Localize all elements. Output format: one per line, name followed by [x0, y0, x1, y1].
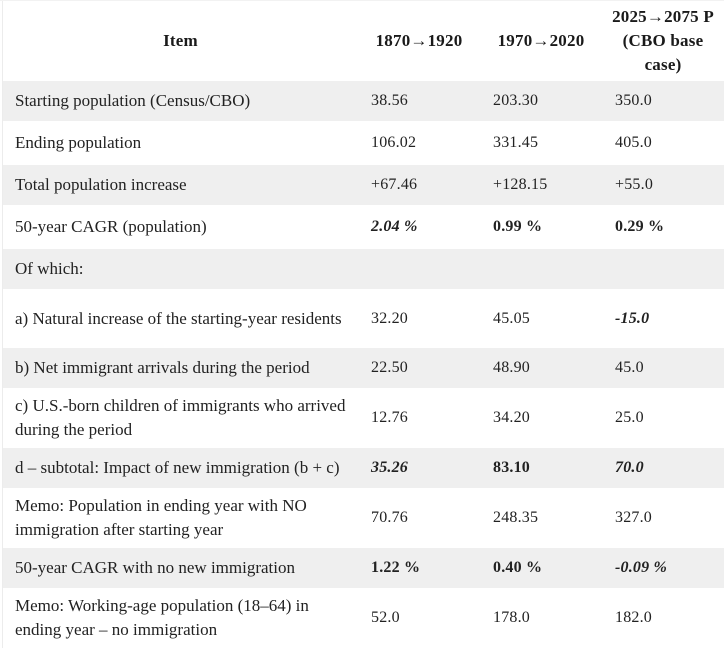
row-label: Memo: Population in ending year with NO …	[15, 496, 307, 539]
row-label: Ending population	[15, 133, 142, 152]
cell-value: 350.0	[615, 92, 652, 109]
population-table: Item 1870→1920 1970→2020 2025→2075 P (CB…	[2, 1, 724, 648]
cell-value: 203.30	[493, 92, 539, 109]
cell-value: 1.22 %	[371, 559, 421, 576]
cell-value: 2.04 %	[371, 218, 418, 235]
cell-value: +128.15	[493, 176, 548, 193]
row-label: Memo: Working-age population (18–64) in …	[15, 596, 309, 639]
cell-value: 0.29 %	[615, 218, 665, 235]
cell-value: -0.09 %	[615, 559, 668, 576]
column-header-item: Item	[163, 31, 198, 50]
cell-value: 52.0	[371, 609, 400, 626]
row-label: Total population increase	[15, 175, 187, 194]
row-label: d – subtotal: Impact of new immigration …	[15, 458, 340, 477]
column-header-1970-2020: 1970→2020	[497, 31, 585, 50]
cell-value: 405.0	[615, 134, 652, 151]
table-row-memo-working-age: Memo: Working-age population (18–64) in …	[3, 590, 724, 648]
cell-value	[480, 265, 602, 273]
table-row-starting-population: Starting population (Census/CBO) 38.56 2…	[3, 81, 724, 123]
cell-value: 45.0	[615, 359, 644, 376]
cell-value: 35.26	[371, 459, 408, 476]
table-row-subtotal-new-immigration: d – subtotal: Impact of new immigration …	[3, 448, 724, 490]
cell-value: -15.0	[615, 309, 650, 327]
cell-value: 178.0	[493, 609, 530, 626]
column-header-2025-2075: 2025→2075 P (CBO base case)	[612, 7, 714, 74]
cell-value: 70.76	[371, 509, 408, 526]
cell-value: 22.50	[371, 359, 408, 376]
cell-value	[358, 265, 480, 273]
row-label: b) Net immigrant arrivals during the per…	[15, 358, 310, 377]
table-row-net-immigrant-arrivals: b) Net immigrant arrivals during the per…	[3, 348, 724, 390]
cell-value: 0.99 %	[493, 218, 543, 235]
cell-value: 182.0	[615, 609, 652, 626]
cell-value: 34.20	[493, 409, 530, 426]
cell-value: 48.90	[493, 359, 530, 376]
row-label: a) Natural increase of the starting-year…	[15, 308, 342, 328]
cell-value: 25.0	[615, 409, 644, 426]
table-row-us-born-children: c) U.S.-born children of immigrants who …	[3, 390, 724, 448]
cell-value: +67.46	[371, 176, 418, 193]
table-row-of-which: Of which:	[3, 249, 724, 291]
cell-value: 248.35	[493, 509, 539, 526]
table-row-ending-population: Ending population 106.02 331.45 405.0	[3, 123, 724, 165]
column-header-1870-1920: 1870→1920	[375, 31, 463, 50]
table-row-cagr-no-immigration: 50-year CAGR with no new immigration 1.2…	[3, 548, 724, 590]
cell-value: 32.20	[371, 309, 408, 327]
cell-value: 331.45	[493, 134, 539, 151]
cell-value: 70.0	[615, 459, 644, 476]
cell-value: 106.02	[371, 134, 417, 151]
cell-value: 45.05	[493, 309, 530, 327]
row-label: c) U.S.-born children of immigrants who …	[15, 396, 346, 439]
table-header-row: Item 1870→1920 1970→2020 2025→2075 P (CB…	[3, 1, 724, 81]
cell-value: 327.0	[615, 509, 652, 526]
row-label: Starting population (Census/CBO)	[15, 91, 251, 110]
row-label: Of which:	[15, 259, 84, 278]
cell-value: 38.56	[371, 92, 408, 109]
cell-value: 83.10	[493, 459, 530, 476]
table-row-cagr-population: 50-year CAGR (population) 2.04 % 0.99 % …	[3, 207, 724, 249]
cell-value: +55.0	[615, 176, 654, 193]
table-row-total-increase: Total population increase +67.46 +128.15…	[3, 165, 724, 207]
cell-value	[602, 265, 724, 273]
row-label: 50-year CAGR (population)	[15, 217, 207, 236]
cell-value: 12.76	[371, 409, 408, 426]
table-row-natural-increase: a) Natural increase of the starting-year…	[3, 291, 724, 348]
row-label: 50-year CAGR with no new immigration	[15, 558, 295, 577]
cell-value: 0.40 %	[493, 559, 543, 576]
table-row-memo-no-immigration-population: Memo: Population in ending year with NO …	[3, 490, 724, 548]
